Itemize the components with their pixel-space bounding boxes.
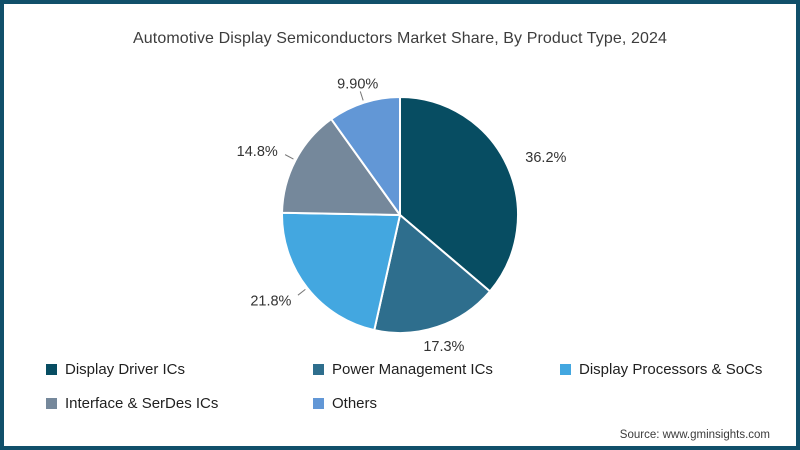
legend-label-1: Power Management ICs <box>332 361 493 378</box>
slice-value-label-4: 9.90% <box>337 77 378 93</box>
legend-label-0: Display Driver ICs <box>65 361 186 378</box>
legend-swatch-0 <box>46 364 57 375</box>
pie-slice-4 <box>330 96 401 216</box>
legend-item-4: Others <box>313 395 377 412</box>
label-leader-line-2 <box>297 288 306 296</box>
legend-label-3: Interface & SerDes ICs <box>65 395 219 412</box>
pie-slice-1 <box>373 214 491 334</box>
chart-title: Automotive Display Semiconductors Market… <box>133 30 667 47</box>
legend-label-4: Others <box>332 395 378 412</box>
label-leader-line-3 <box>284 154 294 160</box>
legend-item-2: Display Processors & SoCs <box>560 361 762 378</box>
legend-swatch-4 <box>313 398 324 409</box>
legend-label-2: Display Processors & SoCs <box>579 361 763 378</box>
slice-value-label-3: 14.8% <box>237 144 278 160</box>
legend-swatch-1 <box>313 364 324 375</box>
label-leader-line-4 <box>359 91 364 101</box>
pie-slice-0 <box>399 96 519 293</box>
legend-swatch-3 <box>46 398 57 409</box>
slice-value-label-0: 36.2% <box>525 150 566 166</box>
legend-item-3: Interface & SerDes ICs <box>46 395 218 412</box>
pie-slice-2 <box>281 211 401 332</box>
source-attribution: Source: www.gminsights.com <box>619 429 770 441</box>
legend-item-0: Display Driver ICs <box>46 361 185 378</box>
legend-item-1: Power Management ICs <box>313 361 493 378</box>
slice-value-label-1: 17.3% <box>423 339 464 355</box>
pie-slice-3 <box>281 118 401 216</box>
slice-value-label-2: 21.8% <box>250 293 291 309</box>
legend-swatch-2 <box>560 364 571 375</box>
